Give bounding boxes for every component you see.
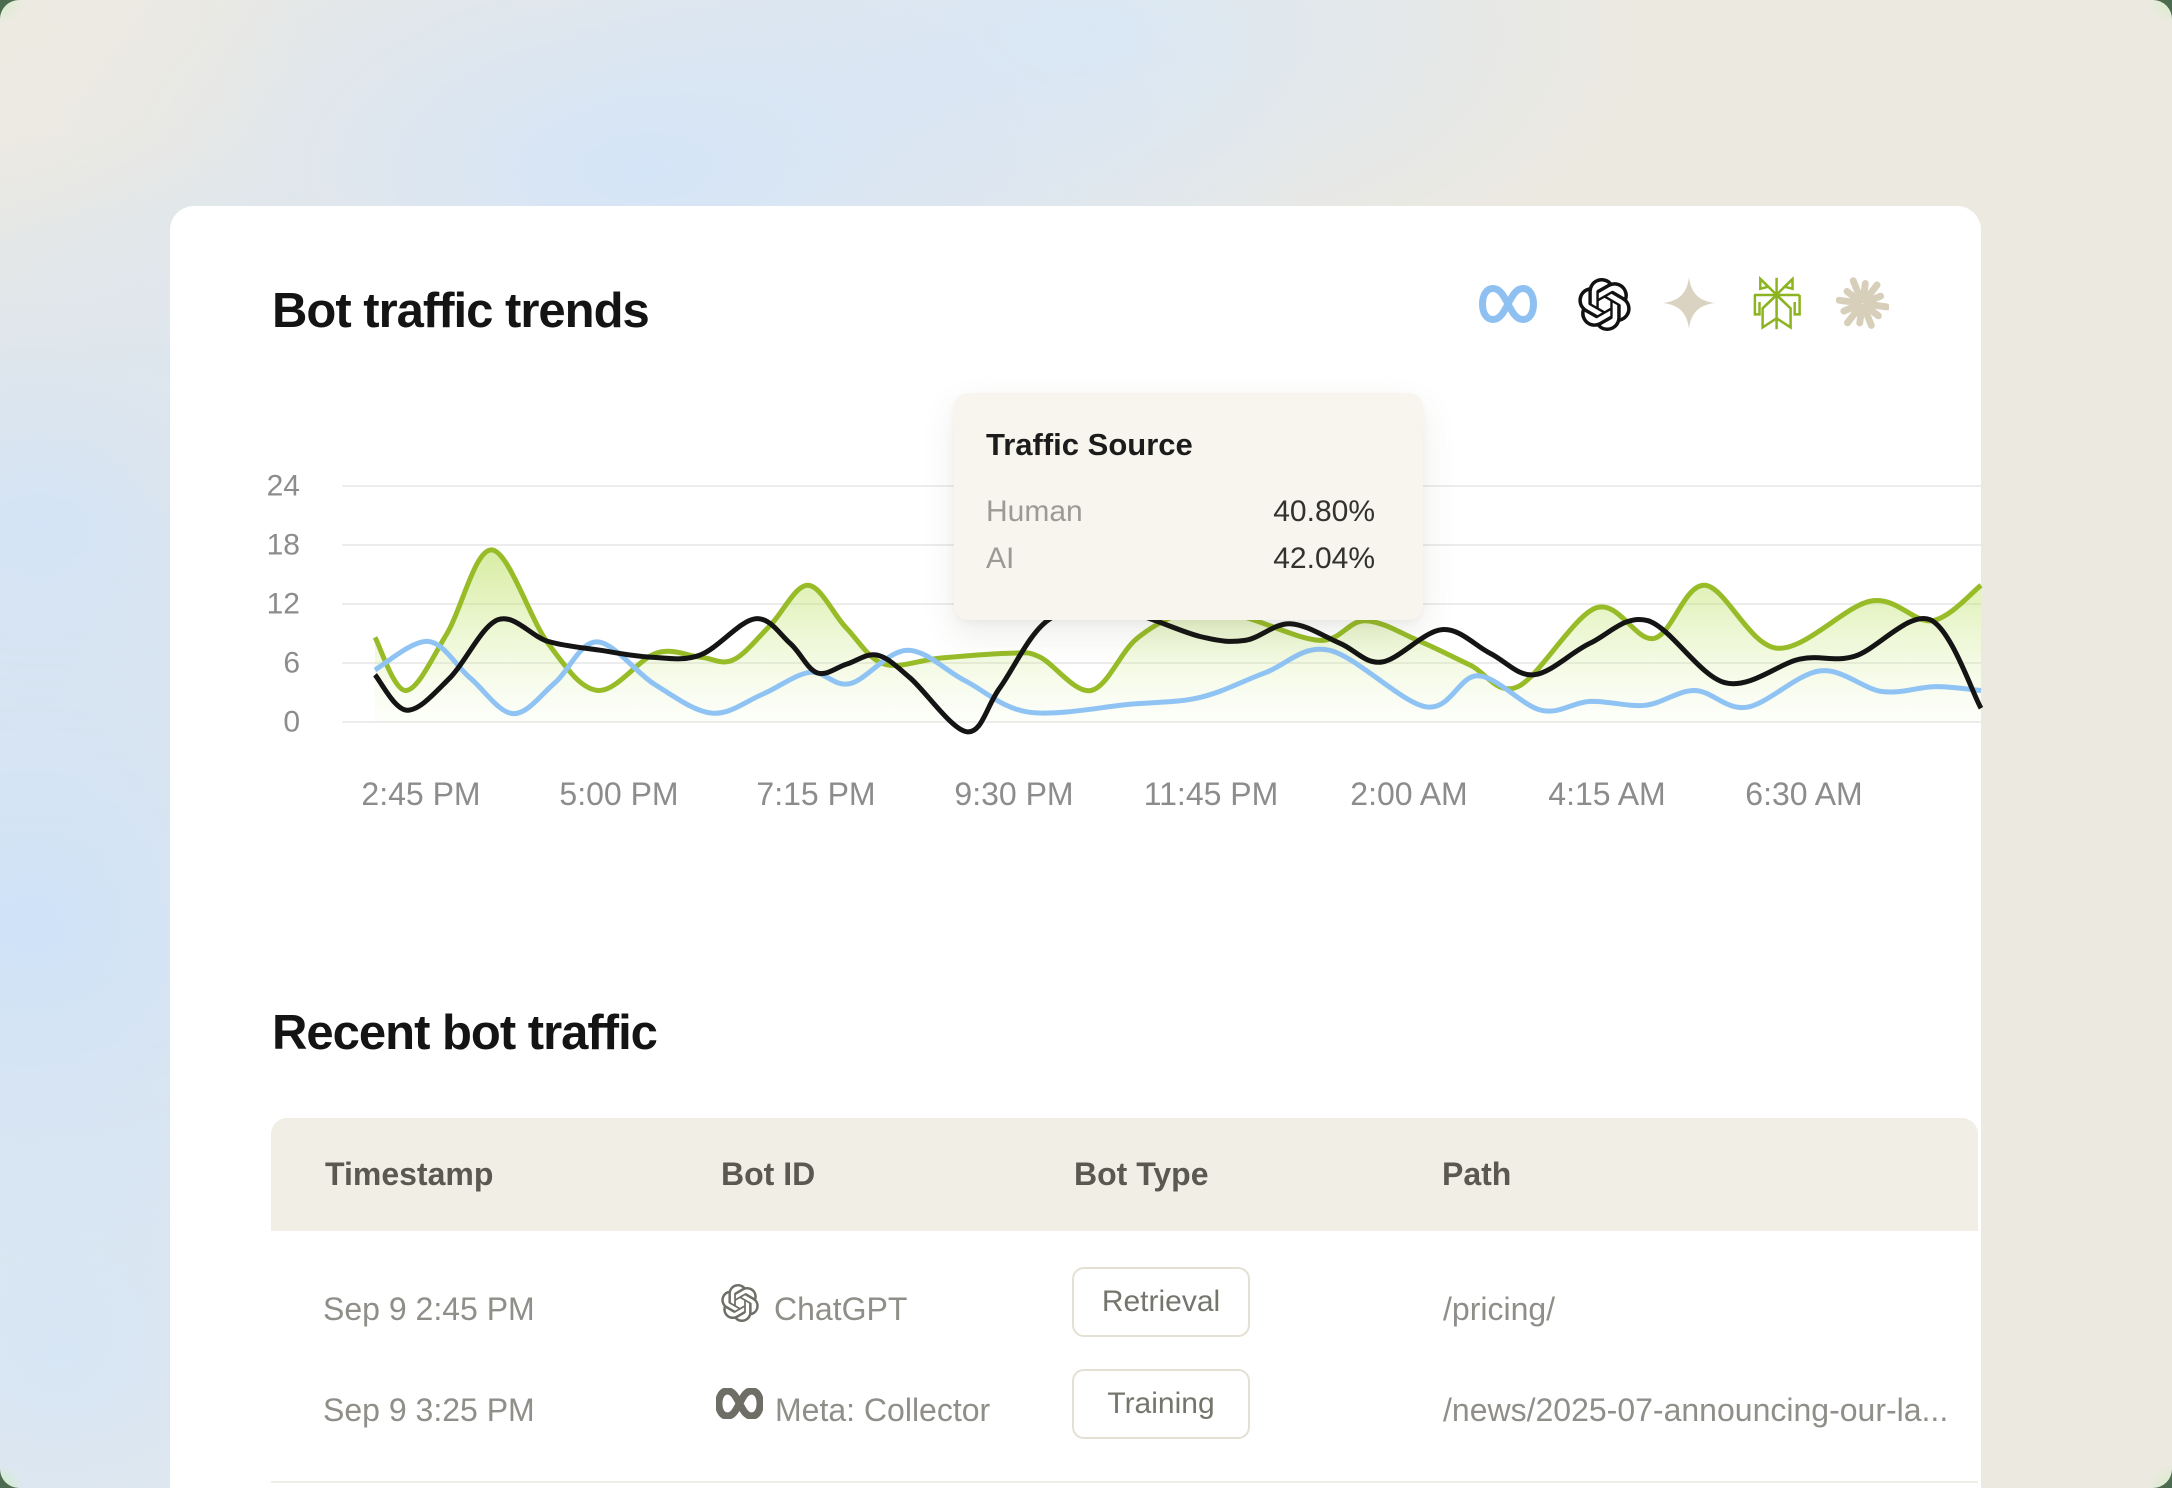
svg-text:5:00 PM: 5:00 PM <box>559 776 678 812</box>
svg-text:11:45 PM: 11:45 PM <box>1144 776 1279 812</box>
svg-text:6:30 AM: 6:30 AM <box>1745 776 1862 812</box>
svg-text:0: 0 <box>283 706 300 739</box>
svg-text:6: 6 <box>283 647 300 680</box>
svg-text:4:15 AM: 4:15 AM <box>1548 776 1665 812</box>
svg-text:2:45 PM: 2:45 PM <box>361 776 480 812</box>
svg-text:2:00 AM: 2:00 AM <box>1350 776 1467 812</box>
svg-text:9:30 PM: 9:30 PM <box>954 776 1073 812</box>
svg-text:7:15 PM: 7:15 PM <box>756 776 875 812</box>
svg-text:18: 18 <box>267 529 300 562</box>
svg-text:24: 24 <box>267 470 300 503</box>
svg-text:12: 12 <box>267 588 300 621</box>
